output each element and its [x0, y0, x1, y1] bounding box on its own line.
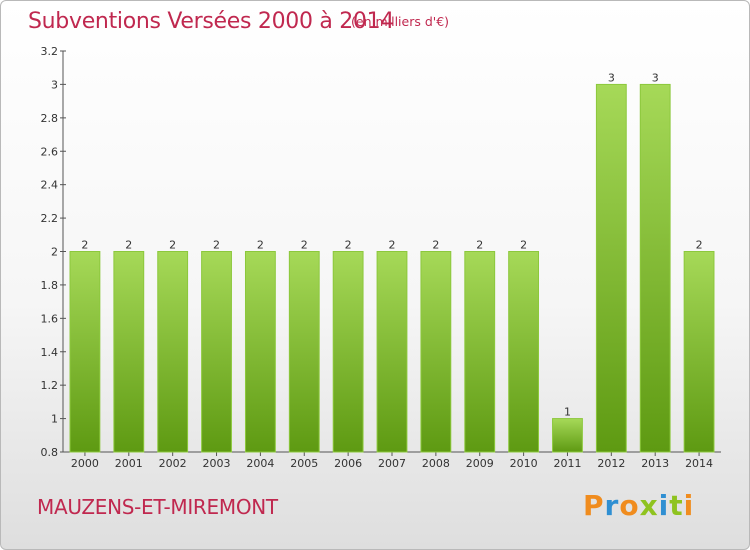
y-tick-label: 3.2 — [41, 45, 59, 58]
y-tick-label: 0.8 — [41, 446, 59, 459]
bar-2014 — [683, 251, 715, 453]
x-tick-label: 2009 — [466, 457, 494, 470]
bar-2013 — [639, 83, 671, 453]
x-tick-label: 2013 — [641, 457, 669, 470]
x-tick-label: 2007 — [378, 457, 406, 470]
bar-2006 — [332, 251, 364, 453]
x-tick-label: 2012 — [597, 457, 625, 470]
chart-data-labels: 2 2 2 2 2 2 2 2 2 2 2 1 3 3 2 — [81, 71, 702, 418]
chart-title: Subventions Versées 2000 à 2014 — [28, 9, 395, 34]
bar-2000 — [69, 251, 101, 453]
logo-letter: i — [683, 489, 695, 522]
data-label: 1 — [564, 406, 571, 419]
bar-2012 — [595, 83, 627, 453]
x-tick-label: 2011 — [553, 457, 581, 470]
data-label: 2 — [389, 239, 396, 252]
chart-subtitle: (en milliers d'€) — [351, 14, 450, 29]
data-label: 2 — [169, 239, 176, 252]
chart-bars — [69, 83, 715, 453]
bar-2007 — [376, 251, 408, 453]
chart-axes: 0.8 1 1.2 1.4 1.6 1.8 2 2.2 2.4 2.6 2.8 3 3.2 2000 200… — [41, 45, 721, 470]
y-tick-label: 2.2 — [41, 212, 59, 225]
x-tick-label: 2002 — [159, 457, 187, 470]
x-tick-label: 2000 — [71, 457, 99, 470]
data-label: 2 — [476, 239, 483, 252]
x-tick-label: 2001 — [115, 457, 143, 470]
data-label: 2 — [345, 239, 352, 252]
bar-2011 — [552, 418, 583, 453]
data-label: 2 — [213, 239, 220, 252]
data-label: 3 — [652, 71, 659, 84]
y-tick-label: 2.4 — [41, 179, 59, 192]
y-tick-label: 1.6 — [41, 312, 59, 325]
x-tick-label: 2014 — [685, 457, 713, 470]
data-label: 3 — [608, 71, 615, 84]
x-tick-label: 2004 — [246, 457, 274, 470]
logo-letter: i — [658, 489, 670, 522]
bar-2009 — [464, 251, 496, 453]
bar-2004 — [244, 251, 276, 453]
data-label: 2 — [257, 239, 264, 252]
logo-letter: o — [619, 489, 640, 522]
logo-letter: x — [639, 489, 659, 522]
y-tick-label: 2.6 — [41, 145, 59, 158]
y-tick-label: 2.8 — [41, 112, 59, 125]
logo-letter: r — [604, 489, 620, 522]
y-tick-label: 1 — [51, 413, 58, 426]
bar-2005 — [288, 251, 320, 453]
bar-2008 — [420, 251, 452, 453]
data-label: 2 — [301, 239, 308, 252]
x-tick-label: 2003 — [203, 457, 231, 470]
proxiti-logo: Proxiti — [583, 489, 694, 522]
data-label: 2 — [432, 239, 439, 252]
x-tick-label: 2006 — [334, 457, 362, 470]
x-tick-label: 2005 — [290, 457, 318, 470]
x-tick-label: 2008 — [422, 457, 450, 470]
bar-2001 — [113, 251, 145, 453]
bar-2003 — [201, 251, 232, 453]
x-tick-label: 2010 — [510, 457, 538, 470]
bar-2010 — [508, 251, 540, 453]
y-tick-label: 1.2 — [41, 379, 59, 392]
y-tick-label: 3 — [51, 78, 58, 91]
logo-letter: t — [669, 489, 684, 522]
commune-name: MAUZENS-ET-MIREMONT — [37, 495, 278, 519]
y-tick-label: 2 — [51, 246, 58, 259]
data-label: 2 — [696, 239, 703, 252]
bar-2002 — [157, 251, 189, 453]
data-label: 2 — [125, 239, 132, 252]
logo-letter: P — [583, 489, 605, 522]
data-label: 2 — [81, 239, 88, 252]
y-tick-label: 1.8 — [41, 279, 59, 292]
y-tick-label: 1.4 — [41, 346, 59, 359]
data-label: 2 — [520, 239, 527, 252]
